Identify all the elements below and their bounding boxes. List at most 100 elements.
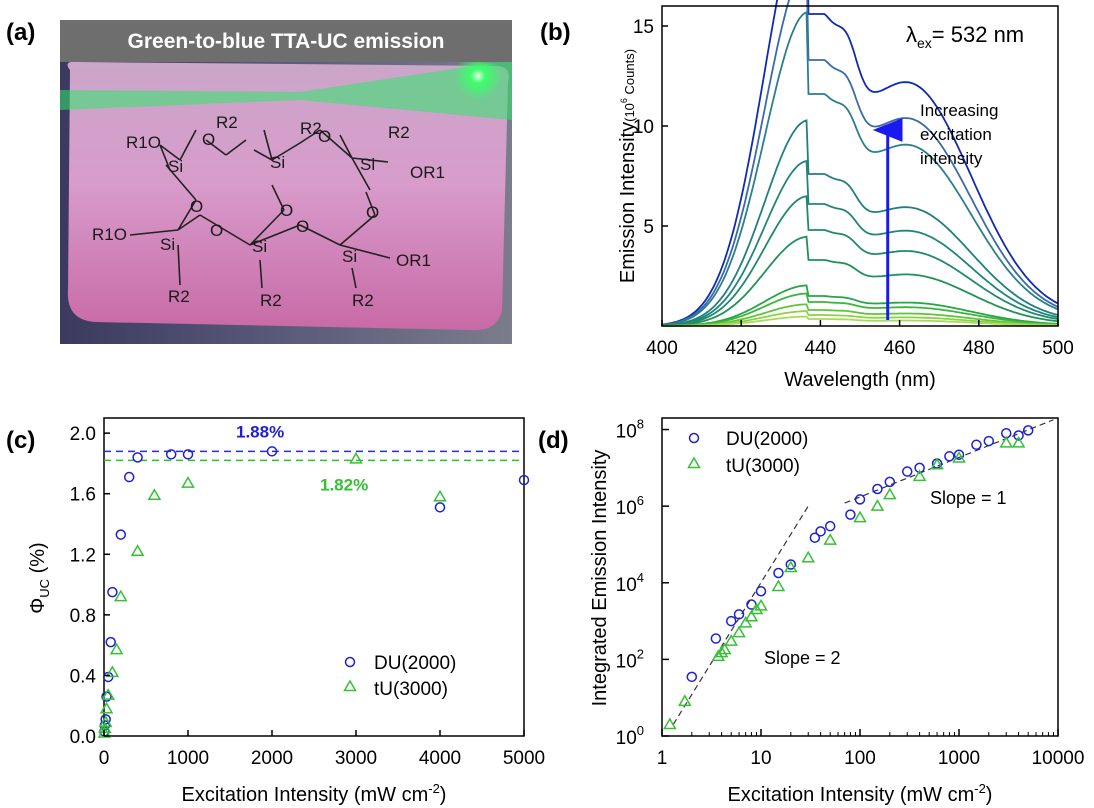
tu-point — [147, 488, 162, 500]
spectrum-line — [662, 315, 1058, 327]
spectrum-line — [661, 235, 1059, 327]
du-point — [884, 476, 896, 488]
spectrum-line — [661, 0, 1059, 326]
tu-point — [724, 634, 738, 646]
x-axis-title: Excitation Intensity (mW cm-2) — [182, 781, 447, 806]
spectrum-line — [661, 0, 1059, 326]
spectra — [661, 0, 1059, 327]
spectrum-line — [661, 159, 1059, 327]
panel-d-label: (d) — [538, 427, 569, 454]
panel-b: (b) 400 420 440 460 480 500 5 10 15 Wavelength (… — [540, 0, 1074, 391]
tu-point — [113, 589, 128, 602]
tu-point — [732, 625, 746, 638]
structure-label: Si — [270, 153, 285, 172]
reference-label: 1.82% — [320, 475, 368, 494]
y-tick-label: 15 — [633, 17, 654, 38]
tu-point — [717, 642, 732, 655]
spectrum-line — [662, 195, 1059, 327]
legend: DU(2000) tU(3000) — [687, 429, 808, 477]
laser-beam — [60, 60, 512, 120]
du-point — [725, 615, 737, 627]
panel-a-label: (a) — [6, 19, 35, 46]
tu-point — [98, 715, 113, 728]
spectrum-line — [662, 292, 1059, 327]
tu-point — [784, 560, 798, 573]
fit-line — [672, 505, 809, 725]
du-point — [434, 502, 446, 513]
y-tick-label: 5 — [643, 217, 654, 238]
du-point — [733, 609, 745, 620]
du-point — [953, 449, 965, 460]
panel-d: (d) 1 10 100 1000 10000 100 102 104 106 108 Excit… — [538, 417, 1084, 806]
spectrum-line — [662, 303, 1058, 327]
legend-label: DU(2000) — [726, 429, 808, 450]
x-tick-label: 1000 — [167, 748, 209, 769]
reference-lines: 1.88% 1.82% — [104, 422, 524, 494]
x-tick-label: 1 — [657, 748, 668, 769]
tu-point — [105, 665, 120, 678]
tu-point — [130, 544, 145, 557]
structure-label: Si — [252, 237, 267, 256]
legend-label: tU(3000) — [726, 456, 800, 477]
tu-point — [952, 451, 966, 463]
y-tick-label: 100 — [616, 723, 644, 749]
legend-marker-du — [688, 432, 700, 444]
legend: DU(2000) tU(3000) — [343, 653, 456, 700]
reference-label: 1.88% — [236, 422, 284, 441]
plot-frame — [661, 5, 1059, 327]
tu-point — [1011, 435, 1026, 448]
y-tick-label: 104 — [616, 570, 644, 596]
x-tick-label: 10000 — [1032, 748, 1085, 769]
du-point — [1013, 430, 1024, 441]
tu-point — [883, 487, 897, 500]
x-tick-label: 2000 — [251, 748, 293, 769]
axis-ticks: 0 1000 2000 3000 4000 5000 0.0 0.4 0.8 1.2 1.6 2.0 — [70, 424, 546, 769]
tu-point — [101, 688, 116, 700]
tu-point — [853, 510, 867, 523]
photo: Green-to-blue TTA-UC emission R1O R2 O S… — [60, 20, 512, 344]
x-tick-label: 420 — [725, 338, 757, 359]
excitation-wavelength-annotation: λex= 532 nm — [906, 22, 1024, 51]
tu-point — [738, 615, 753, 628]
du-point — [785, 559, 797, 570]
tu-point — [999, 435, 1014, 448]
x-tick-label: 0 — [99, 748, 110, 769]
tu-point — [109, 642, 124, 655]
axis-ticks: 1 10 100 1000 10000 100 102 104 106 108 — [616, 417, 1085, 769]
y-tick-label: 2.0 — [70, 424, 96, 445]
du-point — [809, 532, 821, 543]
x-axis-title: Excitation Intensity (mW cm-2) — [728, 781, 993, 806]
spectrum-line — [662, 310, 1058, 327]
structure-label: R2 — [168, 287, 190, 306]
banner-text: Green-to-blue TTA-UC emission — [128, 30, 445, 53]
y-tick-label: 0.8 — [70, 606, 96, 627]
x-tick-label: 10 — [750, 748, 771, 769]
tu-point — [912, 469, 927, 482]
y-tick-label: 106 — [616, 493, 644, 519]
du-point — [872, 483, 883, 495]
du-point — [845, 509, 856, 520]
panel-c-label: (c) — [6, 427, 35, 454]
x-tick-label: 100 — [844, 748, 876, 769]
laser-spot — [454, 52, 502, 100]
x-tick-label: 3000 — [335, 748, 377, 769]
structure-label: R2 — [300, 119, 322, 138]
y-tick-label: 1.6 — [70, 485, 96, 506]
banner-background — [60, 20, 512, 62]
structure-label: Si — [360, 155, 375, 174]
x-tick-label: 500 — [1042, 338, 1074, 359]
du-point — [115, 529, 127, 540]
y-axis-title: ΦUC (%) — [27, 542, 52, 613]
legend-marker-du — [344, 656, 356, 668]
structure-label: O — [210, 221, 223, 240]
arrow-text-line: Increasing — [920, 101, 998, 120]
structure-label: O — [190, 197, 203, 216]
tu-point — [349, 451, 363, 464]
x-tick-label: 400 — [646, 338, 678, 359]
structure-label: Si — [168, 157, 183, 176]
structure-label: Si — [160, 235, 175, 254]
tu-point — [749, 602, 764, 615]
tu-point — [744, 609, 759, 622]
tu-point — [98, 721, 112, 734]
